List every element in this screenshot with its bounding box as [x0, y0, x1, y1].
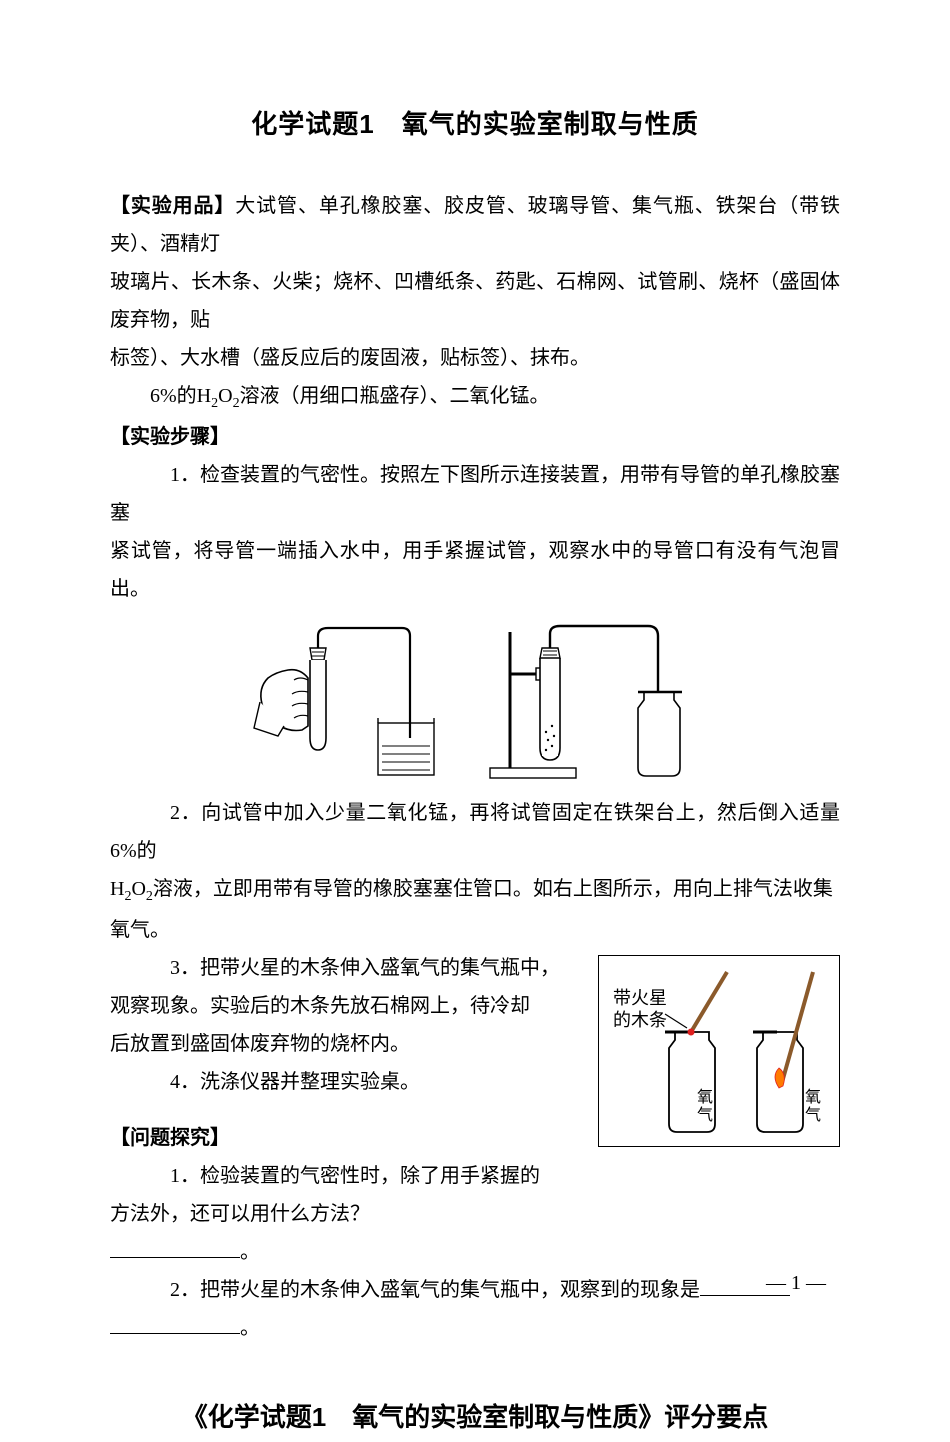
- fig3-o2-2a: 氧: [805, 1088, 821, 1106]
- question-1-line-a: 1．检验装置的气密性时，除了用手紧握的: [110, 1157, 840, 1195]
- h2o2-rest: 溶液（用细口瓶盛存）、二氧化锰。: [240, 385, 550, 407]
- page: 化学试题1 氧气的实验室制取与性质 【实验用品】大试管、单孔橡胶塞、胶皮管、玻璃…: [0, 0, 950, 1344]
- blank-q1[interactable]: [110, 1235, 240, 1258]
- period-2: 。: [240, 1317, 260, 1339]
- apparatus-left-figure: [250, 618, 450, 788]
- step-2-line-a: 2．向试管中加入少量二氧化锰，再将试管固定在铁架台上，然后倒入适量6%的: [110, 794, 840, 870]
- question-2-blank-line: 。: [110, 1309, 840, 1347]
- materials-paragraph: 【实验用品】大试管、单孔橡胶塞、胶皮管、玻璃导管、集气瓶、铁架台（带铁夹）、酒精…: [110, 187, 840, 263]
- step-1-line-b: 紧试管，将导管一端插入水中，用手紧握试管，观察水中的导管口有没有气泡冒出。: [110, 532, 840, 608]
- materials-text-3: 标签）、大水槽（盛反应后的废固液，贴标签）、抹布。: [110, 339, 840, 377]
- step-2-line-c: 氧气。: [110, 911, 840, 949]
- materials-text-4: 6%的H2O2溶液（用细口瓶盛存）、二氧化锰。: [110, 377, 840, 418]
- glowing-splint-figure: 带火星 的木条 氧 气 氧 气: [598, 955, 840, 1147]
- question-1-line-b: 方法外，还可以用什么方法？: [110, 1195, 840, 1233]
- h2o2b-rest: 溶液，立即用带有导管的橡胶塞塞住管口。如右上图所示，用向上排气法收集: [153, 878, 833, 900]
- fig3-o2-1b: 气: [697, 1106, 713, 1124]
- h2o2b-o: O: [131, 878, 145, 900]
- blank-q2b[interactable]: [110, 1311, 240, 1334]
- period-1: 。: [240, 1241, 260, 1263]
- question-2-text: 2．把带火星的木条伸入盛氧气的集气瓶中，观察到的现象是: [170, 1279, 700, 1301]
- h2o2b-h: H: [110, 878, 124, 900]
- document-title: 化学试题1 氧气的实验室制取与性质: [110, 100, 840, 149]
- question-2-line: 2．把带火星的木条伸入盛氧气的集气瓶中，观察到的现象是: [110, 1271, 840, 1309]
- h2o2-h: 6%的H: [150, 385, 211, 407]
- page-number: — 1 —: [766, 1264, 826, 1302]
- fig3-o2-1a: 氧: [697, 1088, 713, 1106]
- apparatus-right-figure: [480, 618, 700, 788]
- materials-label: 【实验用品】: [110, 195, 235, 217]
- step-2-line-b: H2O2溶液，立即用带有导管的橡胶塞塞住管口。如右上图所示，用向上排气法收集: [110, 870, 840, 911]
- fig3-o2-2b: 气: [805, 1106, 821, 1124]
- fig3-label-2: 的木条: [613, 1010, 667, 1030]
- step-1-line-a: 1．检查装置的气密性。按照左下图所示连接装置，用带有导管的单孔橡胶塞塞: [110, 456, 840, 532]
- scoring-title: 《化学试题1 氧气的实验室制取与性质》评分要点: [110, 1393, 840, 1442]
- question-1-blank-line: 。: [110, 1233, 840, 1271]
- materials-text-2: 玻璃片、长木条、火柴；烧杯、凹槽纸条、药匙、石棉网、试管刷、烧杯（盛固体废弃物，…: [110, 263, 840, 339]
- h2o2-o: O: [218, 385, 232, 407]
- sub-2d: 2: [146, 889, 153, 904]
- sub-2b: 2: [233, 396, 240, 411]
- fig3-label-1: 带火星: [613, 988, 667, 1008]
- steps-label: 【实验步骤】: [110, 418, 840, 456]
- apparatus-figure-row: [110, 618, 840, 788]
